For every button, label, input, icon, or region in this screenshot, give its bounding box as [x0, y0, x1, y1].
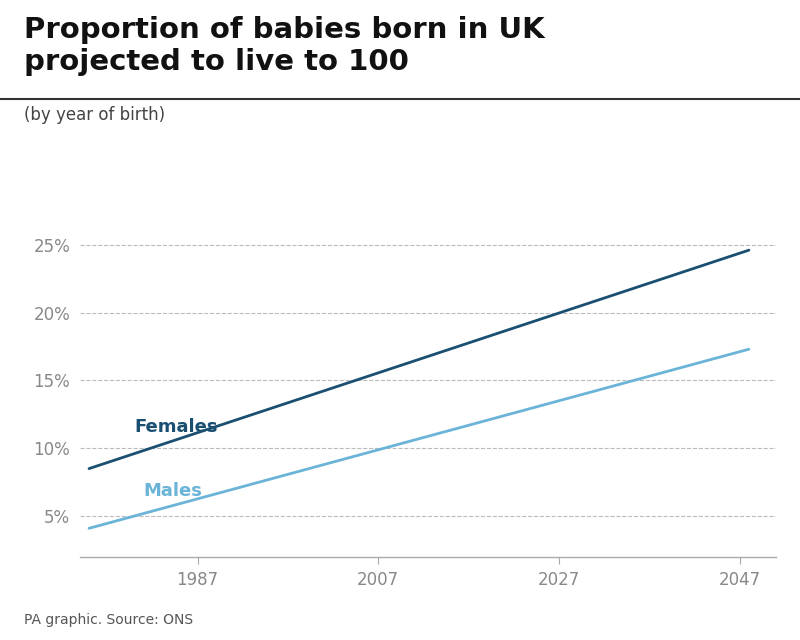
Text: projected to live to 100: projected to live to 100 [24, 48, 409, 76]
Text: Males: Males [143, 482, 202, 500]
Text: Proportion of babies born in UK: Proportion of babies born in UK [24, 16, 545, 44]
Text: PA graphic. Source: ONS: PA graphic. Source: ONS [24, 613, 193, 627]
Text: (by year of birth): (by year of birth) [24, 106, 165, 124]
Text: Females: Females [134, 418, 218, 436]
